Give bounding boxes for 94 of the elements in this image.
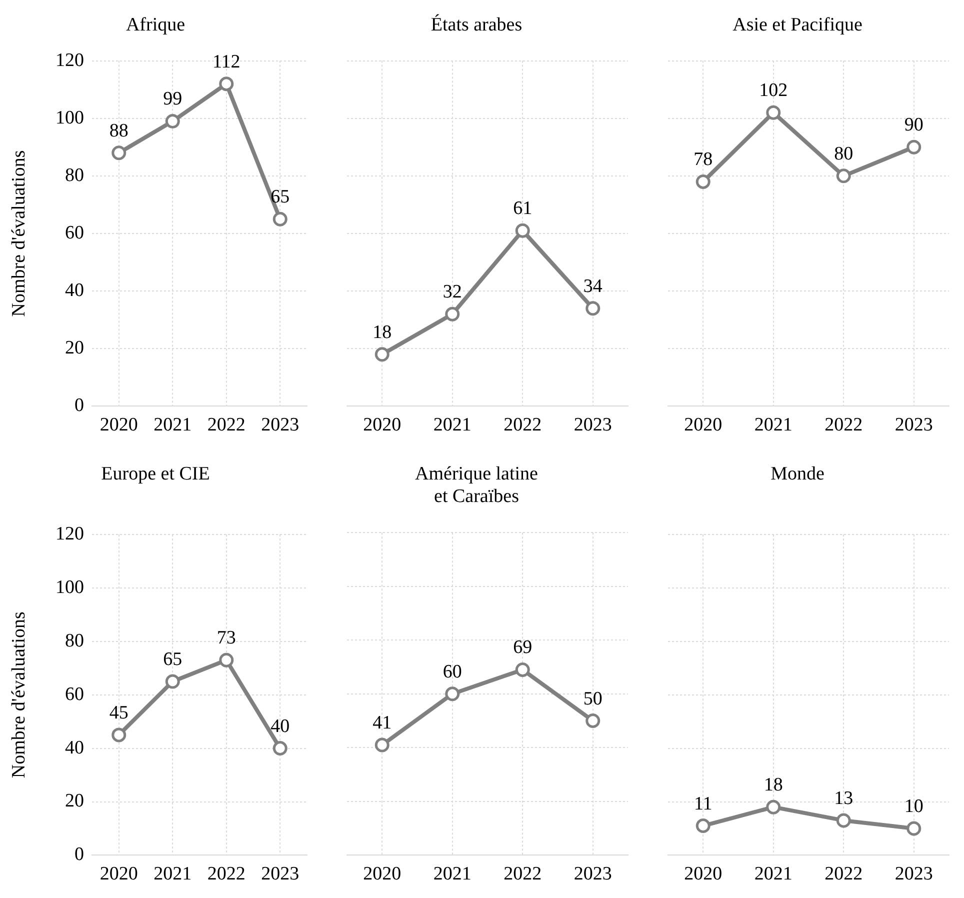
chart-title: États arabes [430, 13, 522, 36]
x-tick-label: 2021 [154, 414, 192, 436]
y-tick-label: 0 [74, 844, 84, 866]
x-tick-label: 2020 [363, 414, 402, 436]
point [836, 168, 851, 184]
y-tick-label: 120 [56, 50, 84, 71]
y-tick-label: 80 [65, 164, 84, 186]
x-tick-label: 2020 [100, 864, 138, 885]
x-tick-label: 2020 [363, 864, 402, 885]
data-label: 69 [513, 637, 532, 658]
chart-title: Afrique [126, 14, 186, 36]
y-tick-label: 100 [56, 576, 84, 598]
data-label: 65 [163, 648, 182, 670]
point [586, 301, 600, 316]
point [445, 306, 460, 322]
x-tick-label: 2023 [574, 414, 612, 436]
point [165, 674, 180, 689]
data-label: 80 [834, 143, 854, 164]
point [696, 818, 710, 834]
data-label: 34 [583, 276, 603, 297]
point [112, 146, 126, 160]
x-tick-label: 2021 [433, 414, 472, 436]
x-tick-label: 2020 [100, 414, 138, 436]
data-label: 102 [759, 80, 788, 102]
x-tick-label: 2021 [433, 864, 472, 885]
x-tick-label: 2020 [684, 414, 722, 436]
point [374, 738, 390, 752]
point [165, 114, 180, 128]
x-tick-label: 2023 [894, 864, 933, 885]
data-label: 65 [270, 186, 290, 208]
point [219, 652, 234, 668]
data-label: 112 [212, 51, 240, 72]
y-tick-label: 80 [65, 630, 84, 652]
y-axis-title: Nombre d'évaluations [8, 612, 30, 778]
x-tick-label: 2023 [261, 864, 300, 885]
x-tick-label: 2022 [504, 864, 542, 885]
x-tick-label: 2023 [894, 414, 933, 436]
data-label: 61 [513, 198, 532, 220]
chart-title: Europe et CIE [101, 463, 210, 484]
data-label: 40 [270, 716, 290, 737]
point [766, 105, 781, 120]
data-label: 78 [694, 149, 713, 170]
x-tick-label: 2021 [154, 864, 192, 885]
point [445, 686, 460, 702]
x-tick-label: 2022 [504, 414, 542, 436]
x-tick-label: 2023 [574, 864, 612, 885]
y-tick-label: 0 [74, 395, 84, 416]
point [906, 821, 922, 836]
point [766, 800, 781, 814]
point [515, 223, 530, 238]
data-label: 73 [216, 628, 236, 649]
data-label: 18 [372, 322, 392, 343]
y-tick-label: 20 [65, 338, 84, 359]
y-tick-label: 60 [65, 222, 84, 244]
data-label: 90 [904, 114, 924, 136]
data-label: 10 [904, 796, 924, 817]
point [272, 212, 288, 226]
chart-title: Asie et Pacifique [732, 14, 862, 36]
y-tick-label: 40 [65, 737, 84, 758]
point [836, 813, 851, 828]
point [272, 741, 288, 756]
x-tick-label: 2022 [824, 414, 863, 436]
chart-title: Amérique latine et Caraïbes [415, 463, 538, 508]
data-label: 50 [583, 688, 602, 710]
data-label: 99 [163, 88, 182, 110]
data-label: 88 [109, 120, 128, 142]
point [586, 714, 600, 728]
point [374, 347, 390, 362]
point [219, 76, 234, 92]
data-label: 45 [109, 702, 128, 724]
y-tick-label: 20 [65, 790, 84, 812]
y-axis-title: Nombre d'évaluations [8, 150, 30, 317]
data-label: 11 [694, 793, 712, 814]
y-tick-label: 120 [56, 523, 84, 544]
chart-title: Monde [770, 463, 824, 484]
data-label: 41 [372, 712, 392, 734]
x-tick-label: 2022 [207, 414, 246, 436]
point [696, 174, 710, 189]
y-tick-label: 60 [65, 684, 84, 705]
x-tick-label: 2022 [824, 864, 863, 885]
point [515, 662, 530, 677]
x-tick-label: 2021 [754, 414, 792, 436]
data-label: 32 [442, 282, 462, 303]
y-tick-label: 100 [56, 107, 84, 128]
x-tick-label: 2023 [261, 414, 300, 436]
data-label: 13 [834, 788, 854, 809]
point [906, 140, 922, 154]
x-tick-label: 2022 [207, 864, 246, 885]
data-label: 18 [764, 774, 783, 796]
data-label: 60 [442, 661, 462, 682]
point [112, 728, 126, 742]
x-tick-label: 2021 [754, 864, 792, 885]
y-tick-label: 40 [65, 280, 84, 302]
x-tick-label: 2020 [684, 864, 722, 885]
